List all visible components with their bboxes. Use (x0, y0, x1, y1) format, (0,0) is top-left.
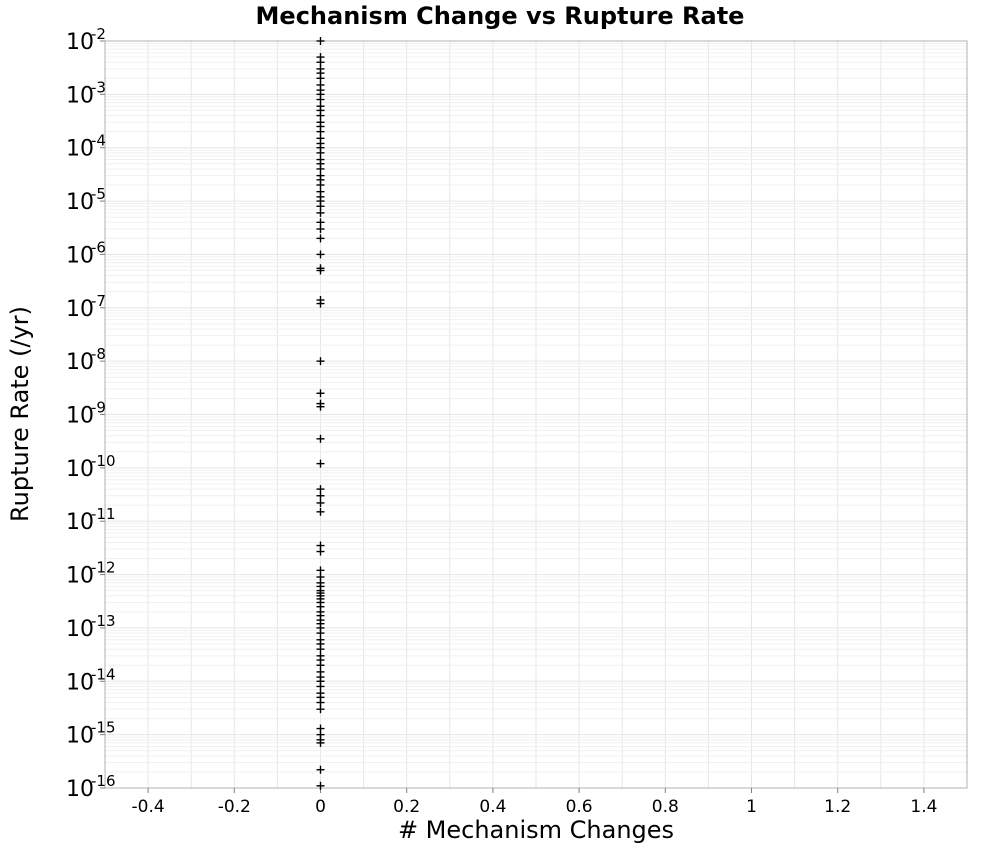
x-tick-label: 0 (315, 797, 326, 817)
scatter-point (316, 738, 325, 747)
y-tick-label: 10 (66, 617, 94, 642)
y-tick-exponent: -2 (91, 25, 106, 43)
y-tick-exponent: -4 (91, 132, 106, 150)
y-tick-exponent: -10 (91, 452, 116, 470)
scatter-point (316, 434, 325, 443)
scatter-points (316, 37, 325, 790)
scatter-point (316, 266, 325, 275)
x-tick-label: 0.8 (652, 797, 679, 817)
y-tick-label: 10 (66, 670, 94, 695)
scatter-point (316, 357, 325, 366)
scatter-point (316, 507, 325, 516)
y-tick-label: 10 (66, 297, 94, 322)
scatter-point (316, 402, 325, 411)
x-tick-label: 0.6 (566, 797, 593, 817)
scatter-point (316, 781, 325, 790)
y-tick-exponent: -12 (91, 559, 116, 577)
y-tick-exponent: -5 (91, 185, 106, 203)
y-tick-label: 10 (66, 137, 94, 162)
x-axis-label: # Mechanism Changes (397, 816, 675, 844)
grid-lines (104, 41, 968, 789)
y-tick-exponent: -11 (91, 505, 116, 523)
y-tick-exponent: -14 (91, 665, 116, 683)
y-tick-exponent: -9 (91, 399, 106, 417)
y-tick-exponent: -16 (91, 772, 116, 790)
y-tick-label: 10 (66, 243, 94, 268)
y-tick-label: 10 (66, 404, 94, 429)
y-tick-label: 10 (66, 564, 94, 589)
scatter-point (316, 299, 325, 308)
x-tick-label: 0.2 (393, 797, 420, 817)
scatter-point (316, 705, 325, 714)
y-tick-exponent: -13 (91, 612, 116, 630)
scatter-point (316, 498, 325, 507)
y-tick-exponent: -8 (91, 345, 106, 363)
y-tick-label: 10 (66, 350, 94, 375)
y-tick-label: 10 (66, 30, 94, 55)
x-tick-label: -0.4 (132, 797, 165, 817)
scatter-point (316, 389, 325, 398)
y-axis-label: Rupture Rate (/yr) (6, 306, 34, 522)
y-tick-label: 10 (66, 190, 94, 215)
y-tick-exponent: -3 (91, 78, 106, 96)
y-tick-label: 10 (66, 724, 94, 749)
x-tick-label: 1 (746, 797, 757, 817)
y-tick-label: 10 (66, 457, 94, 482)
scatter-point (316, 37, 325, 45)
chart-title: Mechanism Change vs Rupture Rate (255, 2, 745, 30)
scatter-point (316, 234, 325, 243)
scatter-point (316, 208, 325, 217)
x-tick-label: 1.2 (824, 797, 851, 817)
y-tick-label: 10 (66, 510, 94, 535)
y-tick-exponent: -7 (91, 292, 106, 310)
x-tick-label: -0.2 (218, 797, 251, 817)
scatter-point (316, 459, 325, 468)
scatter-point (316, 547, 325, 556)
scatter-point (316, 765, 325, 774)
x-tick-label: 1.4 (910, 797, 937, 817)
scatter-point (316, 491, 325, 500)
y-axis-ticks: 10-1610-1510-1410-1310-1210-1110-1010-91… (66, 25, 116, 802)
y-tick-exponent: -15 (91, 719, 116, 737)
y-tick-exponent: -6 (91, 238, 106, 256)
y-tick-label: 10 (66, 777, 94, 802)
scatter-point (316, 250, 325, 259)
y-tick-label: 10 (66, 83, 94, 108)
x-tick-label: 0.4 (479, 797, 506, 817)
scatter-point (316, 224, 325, 233)
x-axis-ticks: -0.4 -0.2 0 0.2 0.4 0.6 0.8 1 1.2 1.4 (132, 788, 937, 817)
